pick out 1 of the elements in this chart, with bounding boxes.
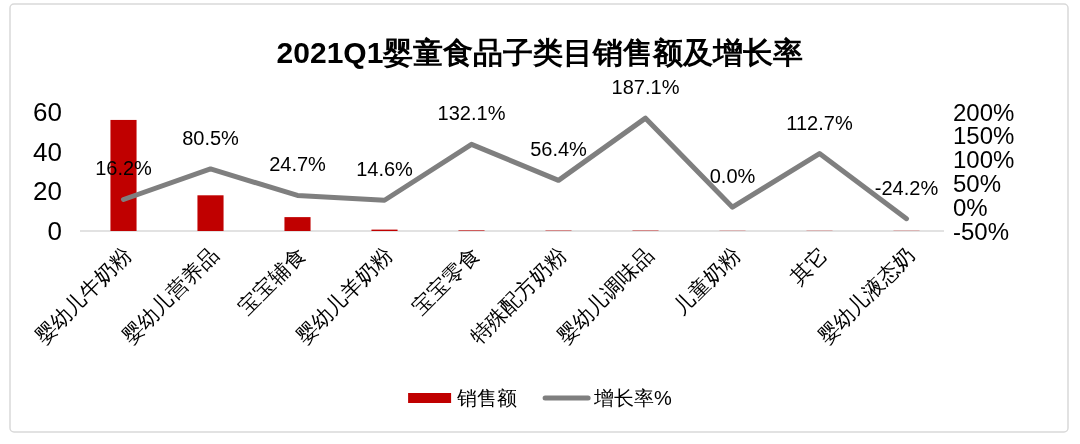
title: 2021Q1婴童食品子类目销售额及增长率	[276, 35, 804, 69]
